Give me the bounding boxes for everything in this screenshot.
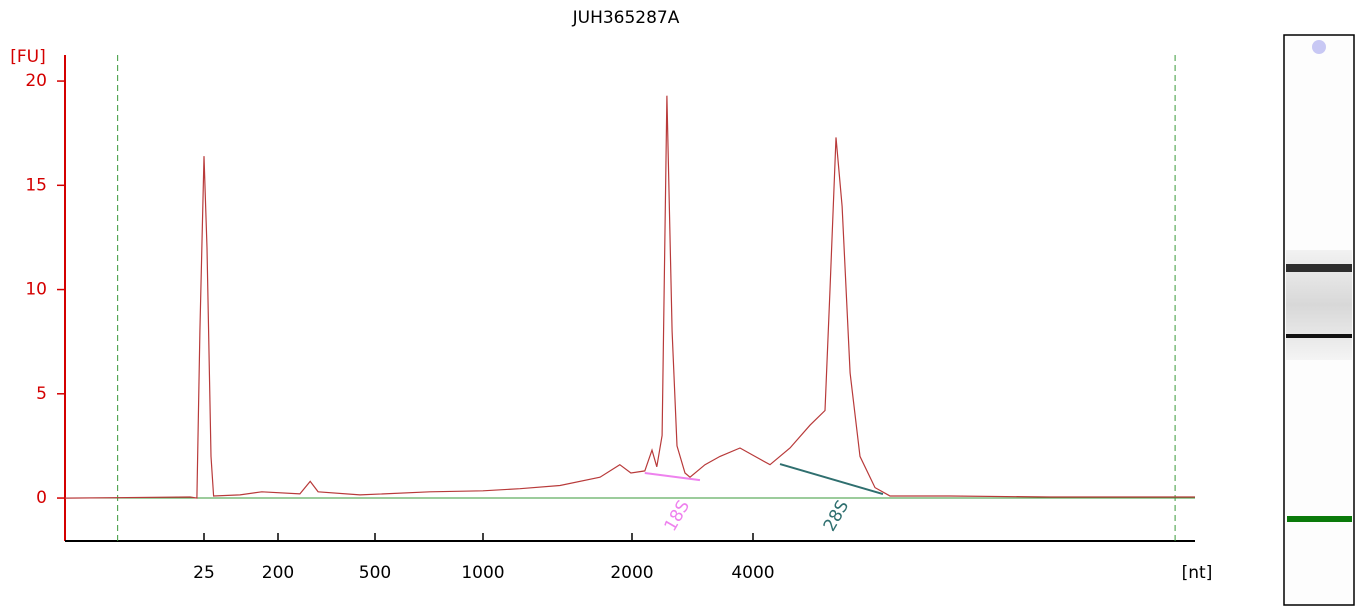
x-tick-label: 1000 xyxy=(461,563,504,583)
x-tick-label: 4000 xyxy=(731,563,774,583)
y-tick-label: 5 xyxy=(36,384,47,404)
y-tick-label: 15 xyxy=(25,175,47,195)
x-tick-label: 500 xyxy=(359,563,391,583)
chart-title: JUH365287A xyxy=(572,8,680,28)
annotation-line xyxy=(644,472,701,482)
y-tick-label: 0 xyxy=(36,488,47,508)
x-tick-label: 25 xyxy=(193,563,215,583)
trace xyxy=(64,95,1195,499)
x-tick-label: 2000 xyxy=(610,563,653,583)
gel-lane xyxy=(1283,34,1355,606)
annotation-label: 18S xyxy=(661,497,695,535)
annotation-line xyxy=(779,463,884,496)
x-axis-label: [nt] xyxy=(1182,563,1213,583)
annotation-label: 28S xyxy=(820,497,854,535)
x-tick-label: 200 xyxy=(262,563,294,583)
y-tick-label: 20 xyxy=(25,71,47,91)
y-tick-label: 10 xyxy=(25,280,47,300)
y-axis-label: [FU] xyxy=(10,47,46,67)
